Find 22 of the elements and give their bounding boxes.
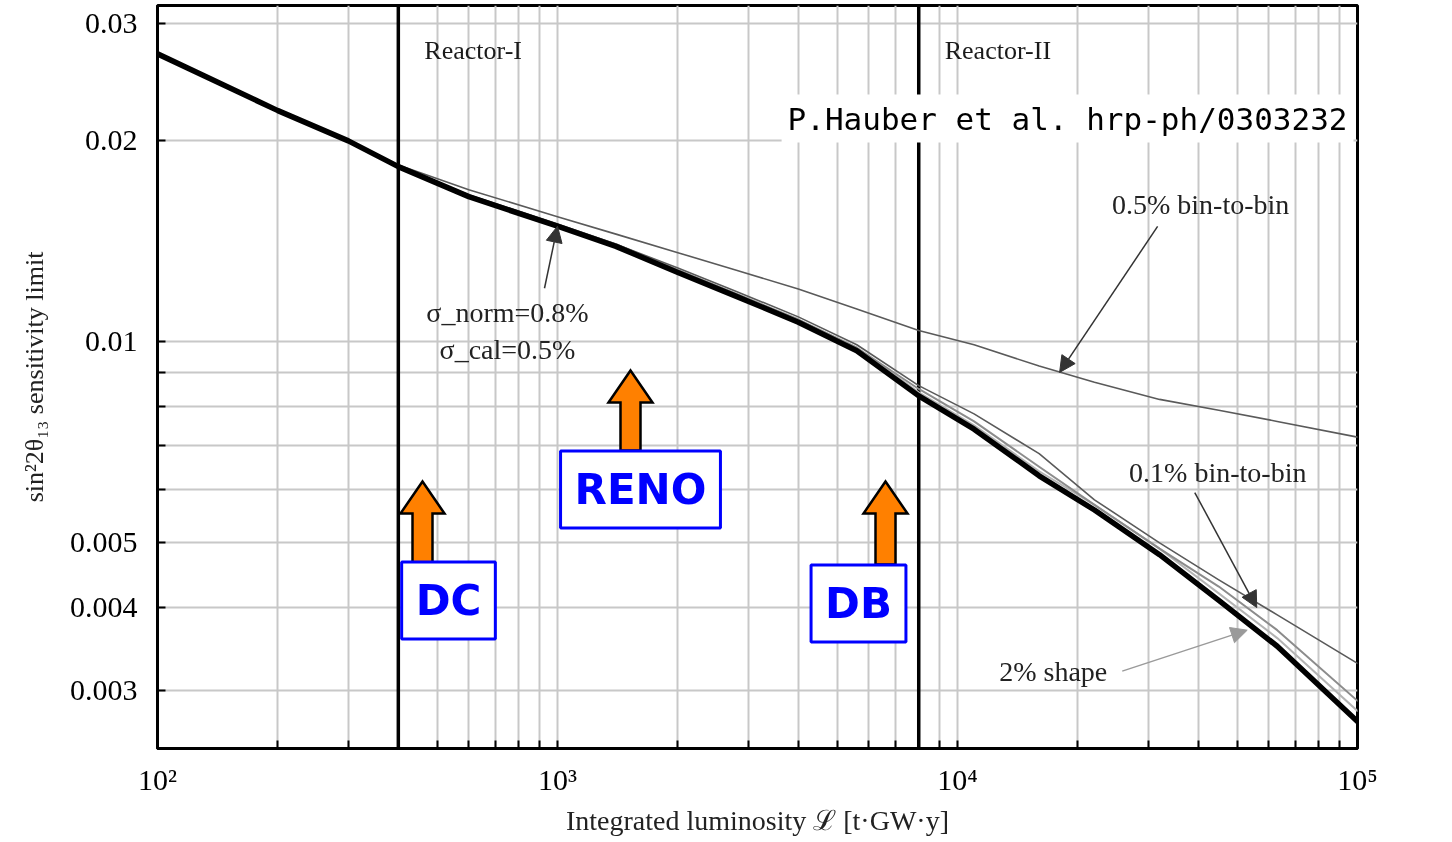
x-tick-label: 10³: [538, 762, 577, 796]
annotation: P.Hauber et al. hrp-ph/0303232: [787, 100, 1348, 137]
annotation: 2% shape: [999, 655, 1108, 687]
annotation: RENO: [574, 465, 707, 514]
annotation: 0.5% bin-to-bin: [1111, 188, 1290, 220]
x-tick-label: 10²: [138, 762, 177, 796]
y-tick-label: 0.02: [85, 123, 138, 157]
ref-line-label: Reactor-I: [424, 36, 522, 65]
y-tick-label: 0.004: [70, 590, 138, 624]
x-tick-label: 10⁵: [1337, 762, 1378, 796]
annotation: DC: [415, 576, 482, 625]
x-tick-label: 10⁴: [937, 762, 978, 796]
y-tick-label: 0.003: [70, 673, 138, 707]
y-tick-label: 0.03: [85, 5, 138, 39]
annotation: DB: [825, 579, 892, 628]
y-tick-label: 0.01: [85, 324, 138, 358]
annotation: 0.1% bin-to-bin: [1129, 457, 1307, 489]
y-axis-title: sin²2θ₁₃ sensitivity limit: [20, 250, 49, 503]
x-axis-title: Integrated luminosity ℒ [t·GW·y]: [566, 804, 950, 836]
annotation: σ_norm=0.8% σ_cal=0.5%: [426, 297, 589, 366]
y-tick-label: 0.005: [70, 525, 138, 559]
ref-line-label: Reactor-II: [944, 36, 1052, 65]
